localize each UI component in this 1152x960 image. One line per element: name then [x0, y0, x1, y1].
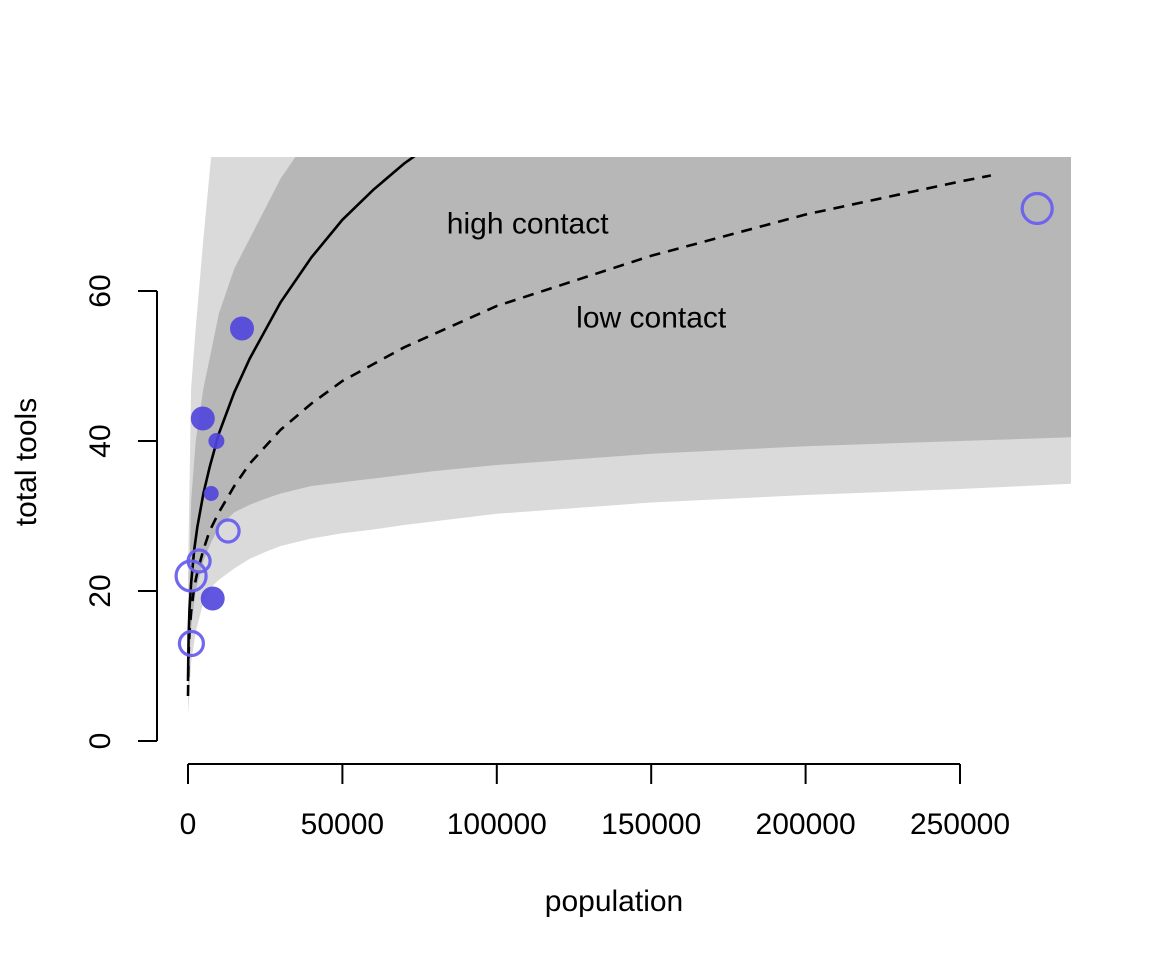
y-axis: 0 20 40 60 — [84, 274, 158, 749]
x-ticks: 0 50000 100000 150000 200000 250000 — [180, 764, 1010, 841]
y-axis-title: total tools — [10, 398, 43, 526]
x-tick-label: 100000 — [447, 808, 547, 841]
x-tick-label: 0 — [180, 808, 197, 841]
x-tick-label: 250000 — [910, 808, 1010, 841]
x-axis-title: population — [545, 885, 683, 918]
low-contact-point — [174, 559, 208, 593]
x-tick-label: 200000 — [756, 808, 856, 841]
low-contact-point — [186, 548, 212, 574]
low-contact-line — [186, 174, 992, 697]
low-contact-annotation: low contact — [576, 301, 727, 334]
high-contact-point — [190, 406, 215, 431]
high-contact-point — [203, 486, 219, 501]
y-tick-label: 40 — [84, 424, 117, 457]
high-contact-point — [200, 586, 225, 611]
low-contact-point — [215, 518, 241, 544]
high-contact-point — [230, 316, 254, 341]
y-tick-label: 20 — [84, 574, 117, 607]
low-contact-point — [177, 629, 205, 658]
y-tick-label: 60 — [84, 274, 117, 307]
y-ticks: 0 20 40 60 — [84, 274, 157, 749]
inner-interval-band — [188, 157, 1071, 689]
x-tick-label: 150000 — [601, 808, 701, 841]
y-tick-label: 0 — [84, 733, 117, 750]
high-contact-point — [208, 433, 225, 449]
x-axis: 0 50000 100000 150000 200000 250000 — [180, 763, 1010, 841]
data-points — [174, 191, 1054, 658]
high-contact-annotation: high contact — [447, 208, 609, 241]
plot-area — [174, 157, 1071, 715]
low-contact-point — [1020, 191, 1054, 226]
x-tick-label: 50000 — [301, 808, 384, 841]
